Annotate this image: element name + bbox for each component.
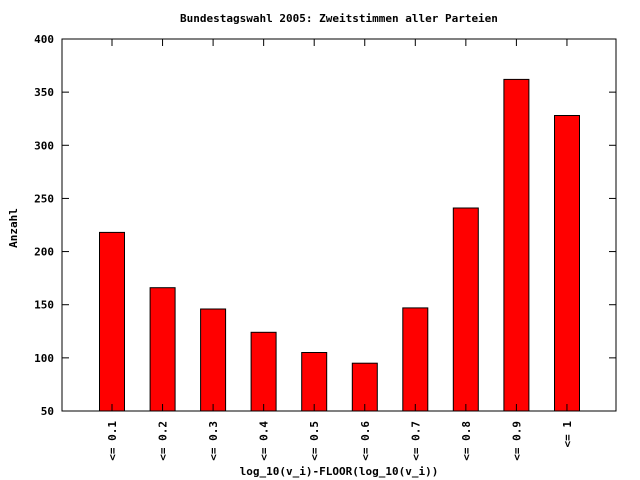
x-tick-label: <= 0.6 xyxy=(359,421,372,461)
x-axis: <= 0.1 <= 0.2 <= 0.3 <= 0.4 <= 0.5 <= 0.6 <= 0… xyxy=(106,39,574,461)
y-tick-label: 350 xyxy=(34,86,54,99)
bar xyxy=(402,307,429,412)
x-tick-label: <= 0.8 xyxy=(460,421,473,461)
x-tick-label: <= 0.3 xyxy=(207,421,220,461)
y-tick-label: 200 xyxy=(34,246,54,259)
x-tick-label: <= 0.4 xyxy=(258,421,271,461)
x-axis-label: log_10(v_i)-FLOOR(log_10(v_i)) xyxy=(240,465,439,478)
bar xyxy=(250,331,277,412)
plot-frame xyxy=(61,38,617,412)
y-tick-label: 300 xyxy=(34,139,54,152)
y-tick-label: 100 xyxy=(34,352,54,365)
bars-group xyxy=(99,78,580,412)
bar xyxy=(351,362,378,412)
bar xyxy=(301,352,328,412)
y-tick-label: 150 xyxy=(34,299,54,312)
y-axis: 50 100 150 200 250 300 350 400 xyxy=(34,33,616,418)
y-axis-label: Anzahl xyxy=(7,208,20,248)
y-tick-label: 50 xyxy=(41,405,54,418)
y-tick-label: 250 xyxy=(34,192,54,205)
x-tick-label: <= 0.1 xyxy=(106,421,119,461)
bar xyxy=(554,115,580,412)
x-tick-label: <= 0.7 xyxy=(409,421,422,461)
chart-title: Bundestagswahl 2005: Zweitstimmen aller … xyxy=(180,12,498,25)
y-tick-label: 400 xyxy=(34,33,54,46)
x-tick-label: <= 0.9 xyxy=(510,421,523,461)
bar xyxy=(503,78,530,412)
x-tick-label: <= 0.5 xyxy=(308,421,321,461)
x-tick-label: <= 0.2 xyxy=(157,421,170,461)
x-tick-label: <= 1 xyxy=(561,421,574,448)
bar xyxy=(452,207,479,412)
bar xyxy=(200,308,227,412)
bar xyxy=(99,231,125,412)
bar xyxy=(149,287,176,412)
